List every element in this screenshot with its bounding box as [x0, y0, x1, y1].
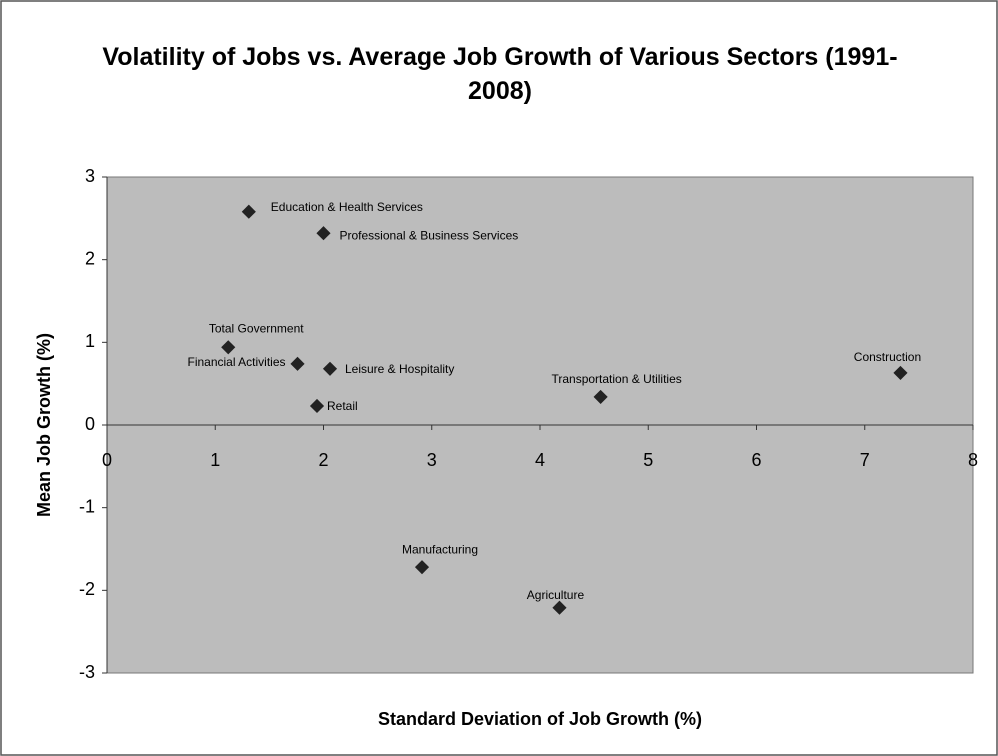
x-tick-label: 7 — [860, 450, 870, 470]
point-label: Leisure & Hospitality — [345, 362, 454, 376]
point — [241, 204, 256, 219]
point-label: Education & Health Services — [271, 200, 423, 214]
point — [309, 398, 325, 414]
point-label: Transportation & Utilities — [551, 372, 681, 386]
point — [322, 361, 338, 376]
x-tick-label: 8 — [968, 450, 978, 470]
point — [893, 365, 908, 380]
y-tick-label: 3 — [85, 166, 95, 186]
point-label: Agriculture — [527, 588, 585, 602]
x-tick-label: 6 — [751, 450, 761, 470]
x-tick-label: 0 — [102, 450, 112, 470]
chart-title: Volatility of Jobs vs. Average Job Growt… — [102, 43, 898, 105]
point — [552, 600, 567, 615]
point — [414, 560, 430, 575]
point — [316, 226, 331, 241]
point — [221, 340, 236, 355]
point — [290, 356, 305, 371]
point-label: Financial Activities — [187, 355, 285, 369]
point-label: Total Government — [209, 321, 304, 335]
point-label: Manufacturing — [402, 542, 478, 556]
x-tick-label: 4 — [535, 450, 545, 470]
x-tick-label: 1 — [210, 450, 220, 470]
x-tick-label: 2 — [318, 450, 328, 470]
y-tick-label: -2 — [79, 579, 95, 599]
x-tick-label: 5 — [643, 450, 653, 470]
point — [593, 389, 608, 404]
point-label: Construction — [854, 350, 921, 364]
point-label: Professional & Business Services — [340, 228, 519, 242]
y-tick-label: -3 — [79, 662, 95, 682]
y-tick-label: 2 — [85, 248, 95, 268]
y-tick-label: 0 — [85, 414, 95, 434]
y-axis-label: Mean Job Growth (%) — [34, 333, 54, 517]
y-tick-label: 1 — [85, 331, 95, 351]
x-tick-label: 3 — [427, 450, 437, 470]
point-label: Retail — [327, 399, 358, 413]
x-axis-label: Standard Deviation of Job Growth (%) — [378, 709, 702, 729]
y-tick-label: -1 — [79, 496, 95, 516]
